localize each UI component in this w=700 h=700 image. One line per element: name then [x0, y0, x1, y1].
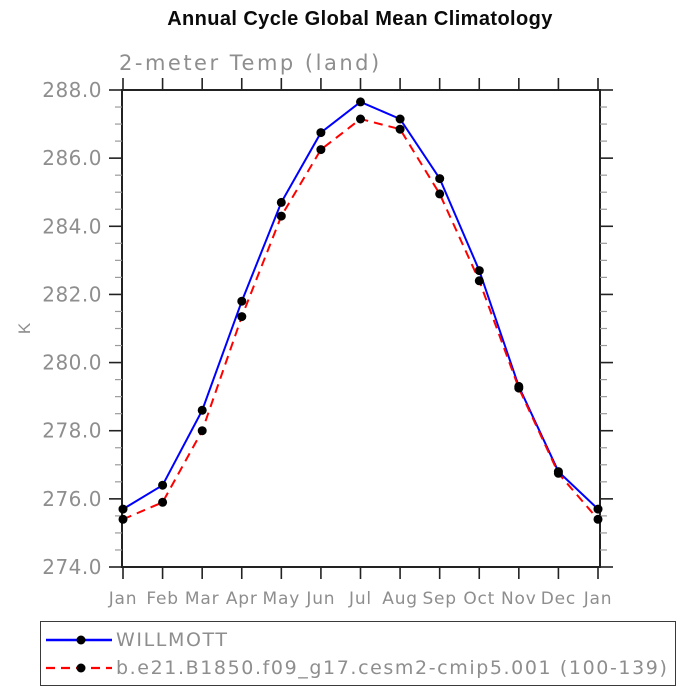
legend-label-model: b.e21.B1850.f09_g17.cesm2-cmip5.001 (100…: [116, 657, 669, 679]
data-markers: [118, 97, 603, 524]
legend-item-model: b.e21.B1850.f09_g17.cesm2-cmip5.001 (100…: [41, 654, 675, 682]
marker-model: [118, 514, 128, 524]
y-axis-ticks: 274.0 276.0 278.0 280.0 282.0 284.0 286.0 288.0: [42, 78, 613, 579]
x-tick-label: Feb: [146, 589, 179, 609]
y-tick-label: 284.0: [42, 214, 102, 238]
marker-willmott: [593, 504, 603, 514]
y-tick-label: 286.0: [42, 146, 102, 170]
marker-model: [395, 124, 405, 134]
marker-willmott: [435, 174, 445, 184]
y-tick-label: 280.0: [42, 351, 102, 375]
chart-subtitle: 2-meter Temp (land): [119, 51, 382, 75]
axes: [121, 89, 601, 568]
x-tick-label: Apr: [226, 589, 258, 609]
chart-title: Annual Cycle Global Mean Climatology: [167, 8, 553, 30]
y-tick-label: 274.0: [42, 555, 102, 579]
x-tick-label: Mar: [185, 589, 219, 609]
marker-model: [237, 312, 247, 322]
x-tick-label: Oct: [463, 589, 495, 609]
legend-label-willmott: WILLMOTT: [116, 629, 229, 651]
marker-model: [316, 145, 326, 155]
legend-willmott-line-icon: [46, 635, 112, 645]
series-line-willmott: [122, 100, 599, 510]
marker-model: [553, 468, 563, 478]
y-tick-label: 288.0: [42, 78, 102, 102]
marker-willmott: [197, 405, 207, 415]
x-tick-label: Aug: [382, 589, 418, 609]
data-series: [122, 100, 599, 521]
marker-model: [474, 276, 484, 286]
x-tick-label: Jan: [583, 589, 613, 609]
marker-willmott: [316, 128, 326, 138]
x-tick-label: Dec: [541, 589, 576, 609]
y-tick-label: 278.0: [42, 419, 102, 443]
marker-model: [514, 383, 524, 393]
plot-border: [121, 89, 601, 568]
marker-model: [276, 211, 286, 221]
x-tick-label: Jan: [108, 589, 138, 609]
marker-model: [158, 497, 168, 507]
marker-model: [197, 426, 207, 436]
legend: WILLMOTT b.e21.B1850.f09_g17.cesm2-cmip5…: [40, 621, 676, 686]
x-tick-label: Jun: [305, 589, 335, 609]
marker-willmott: [395, 114, 405, 124]
marker-model: [356, 114, 365, 124]
x-tick-label: Jul: [348, 589, 372, 609]
marker-willmott: [276, 197, 286, 207]
y-tick-label: 276.0: [42, 487, 102, 511]
marker-willmott: [158, 480, 168, 490]
x-tick-label: Sep: [422, 589, 456, 609]
y-tick-label: 282.0: [42, 282, 102, 306]
marker-willmott: [474, 266, 484, 276]
legend-model-line-icon: [46, 663, 112, 673]
x-axis-ticks: Jan Feb Mar Apr May Jun Jul Aug Sep Oct Nov Dec Jan: [108, 78, 613, 609]
marker-willmott: [237, 296, 247, 306]
legend-item-willmott: WILLMOTT: [41, 626, 675, 654]
marker-model: [593, 514, 603, 524]
series-line-model: [122, 117, 599, 521]
marker-willmott: [356, 97, 365, 107]
x-tick-label: Nov: [501, 589, 537, 609]
marker-model: [435, 189, 445, 199]
x-tick-label: May: [263, 589, 301, 609]
marker-willmott: [118, 504, 128, 514]
